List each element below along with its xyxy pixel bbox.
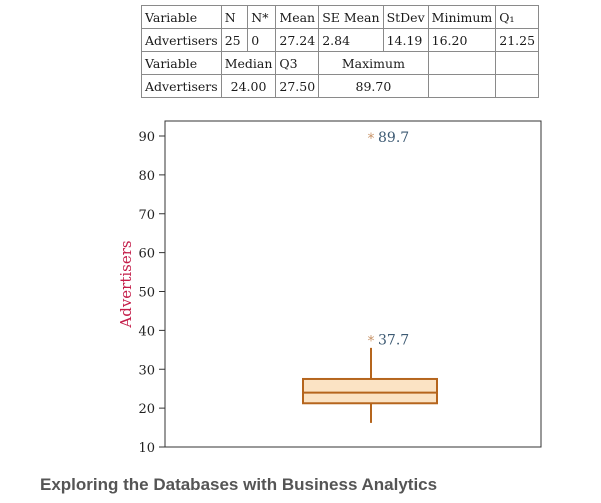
table-cell: Mean <box>275 5 320 29</box>
table-cell: N* <box>247 5 277 29</box>
table-cell: 2.84 <box>318 28 384 52</box>
table-cell: Q₁ <box>495 5 540 29</box>
table-cell: 27.24 <box>275 28 320 52</box>
table-cell: Advertisers <box>141 74 222 98</box>
table-cell <box>495 74 540 98</box>
y-tick-label: 70 <box>138 208 155 223</box>
y-tick-label: 40 <box>138 324 155 339</box>
table-cell: Variable <box>141 5 222 29</box>
table-cell <box>427 74 497 98</box>
outlier-marker: * <box>368 131 375 147</box>
table-row: Advertisers 24.00 27.50 89.70 <box>141 74 540 98</box>
section-heading: Exploring the Databases with Business An… <box>40 475 438 494</box>
table-cell: Minimum <box>427 5 497 29</box>
y-tick-label: 60 <box>138 247 155 262</box>
iqr-box <box>302 377 438 405</box>
y-tick-label: 50 <box>138 286 155 301</box>
table-cell: Variable <box>141 51 222 75</box>
y-tick-label: 10 <box>138 441 155 456</box>
y-axis-label: Advertisers <box>117 240 135 328</box>
table-cell: 14.19 <box>382 28 429 52</box>
y-tick-label: 20 <box>138 402 155 417</box>
y-tick-label: 30 <box>138 363 155 378</box>
outliers: * 89.7* 37.7 <box>368 130 410 349</box>
table-cell: 27.50 <box>275 74 320 98</box>
y-tick-label: 90 <box>138 130 155 145</box>
statistics-table: Variable N N* Mean SE Mean StDev Minimum… <box>141 5 540 98</box>
table-row: Variable N N* Mean SE Mean StDev Minimum… <box>141 5 540 29</box>
outlier-marker: * <box>368 333 375 349</box>
table-cell: 0 <box>247 28 277 52</box>
table-cell: 16.20 <box>427 28 497 52</box>
box-plot <box>302 347 438 423</box>
y-tick-label: 80 <box>138 169 155 184</box>
outlier-label: 37.7 <box>378 332 409 348</box>
table-cell: 24.00 <box>220 74 277 98</box>
y-axis: 10 20 30 40 50 60 70 80 90 <box>138 130 165 456</box>
table-cell: 21.25 <box>495 28 540 52</box>
outlier-label: 89.7 <box>378 130 409 146</box>
table-cell: 89.70 <box>318 74 429 98</box>
plot-frame <box>164 120 542 448</box>
